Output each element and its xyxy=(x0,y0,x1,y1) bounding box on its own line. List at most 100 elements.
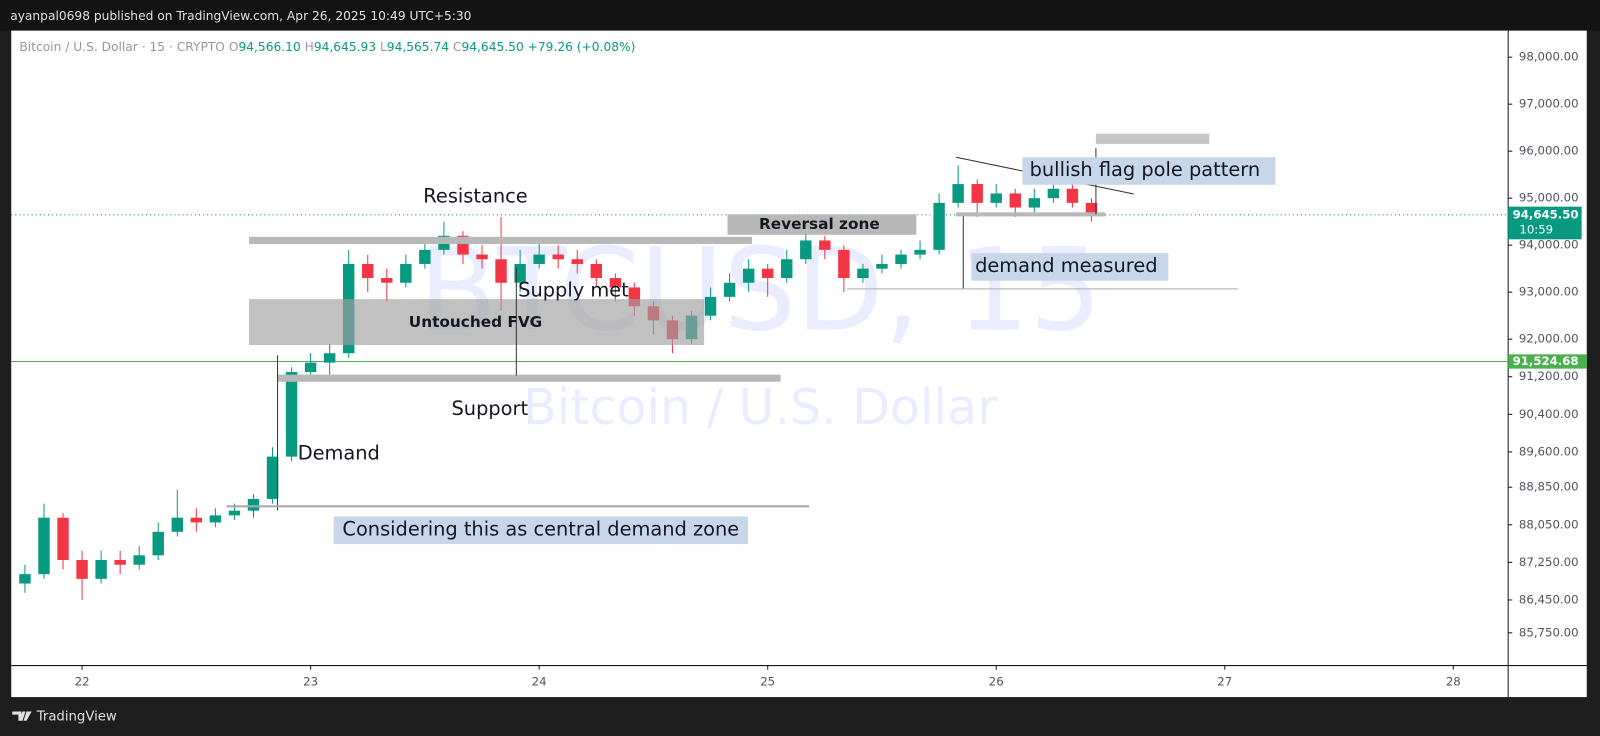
y-tick-label: 87,250.00 xyxy=(1519,555,1579,569)
top-bar xyxy=(0,0,1600,31)
candle-body xyxy=(761,268,774,279)
candle-body xyxy=(1066,188,1079,203)
candle-body xyxy=(609,278,622,288)
chart-pane xyxy=(11,30,1587,698)
y-tick-label: 93,000.00 xyxy=(1519,285,1579,299)
y-tick-label: 91,200.00 xyxy=(1519,369,1579,383)
last-price-label: 94,645.50 xyxy=(1513,207,1579,221)
candle-body xyxy=(1085,202,1098,215)
candle-body xyxy=(304,362,317,373)
resistance-zone xyxy=(248,236,753,244)
candle-body xyxy=(266,456,279,499)
annotation: Untouched FVG xyxy=(409,313,542,331)
y-tick-label: 94,000.00 xyxy=(1519,238,1579,252)
candle-body xyxy=(1028,198,1041,208)
candle-body xyxy=(381,278,393,283)
candle-body xyxy=(514,263,526,283)
price-lines xyxy=(11,214,1509,362)
candle-body xyxy=(190,517,203,523)
candle-body xyxy=(419,249,431,264)
candle-body xyxy=(247,498,260,511)
candle-body xyxy=(857,268,869,279)
annotation: demand measured xyxy=(975,254,1157,277)
y-tick-label: 90,400.00 xyxy=(1519,407,1579,421)
candle-body xyxy=(133,555,145,565)
annotation: Demand xyxy=(298,442,380,465)
candle-body xyxy=(152,531,164,556)
axes: 98,000.00 97,000.00 96,000.00 95,000.00 94,0… xyxy=(75,50,1587,688)
reversal-zone xyxy=(727,214,917,235)
y-tick-label: 97,000.00 xyxy=(1519,97,1579,111)
y-tick-label: 89,600.00 xyxy=(1519,444,1579,458)
x-tick-label: 27 xyxy=(1217,674,1232,688)
candle-body xyxy=(19,574,31,584)
y-tick-label: 92,000.00 xyxy=(1519,332,1579,346)
ohlc-value: 94,645.93 xyxy=(314,39,376,53)
y-tick-label: 98,000.00 xyxy=(1519,50,1579,64)
candle-body xyxy=(742,268,755,283)
y-tick-label: 86,450.00 xyxy=(1519,592,1579,606)
countdown: 10:59 xyxy=(1519,223,1553,237)
candle-body xyxy=(895,254,907,264)
x-tick-label: 23 xyxy=(303,674,318,688)
candle-body xyxy=(95,560,107,579)
target-zone xyxy=(1095,133,1210,144)
price-line-label: 91,524.68 xyxy=(1513,354,1579,368)
candle-body xyxy=(933,202,945,250)
candle-body xyxy=(114,560,126,565)
brand-logo xyxy=(12,711,32,721)
ohlc-value: 94,645.50 xyxy=(461,39,523,53)
candle-body xyxy=(57,517,69,561)
flag-bottom xyxy=(956,212,1106,217)
ohlc-value: 94,565.74 xyxy=(387,39,449,53)
candle-body xyxy=(400,263,412,283)
candle-body xyxy=(914,249,926,255)
last-price-tag xyxy=(1508,206,1582,240)
candle-body xyxy=(228,510,241,516)
demand-box xyxy=(333,516,748,545)
candle-body xyxy=(285,372,298,457)
candle-body xyxy=(533,254,545,264)
candle-body xyxy=(704,296,717,316)
ohlc-value: 94,566.10 xyxy=(238,39,300,53)
ohlc-key: L xyxy=(380,39,387,53)
ohlc-key: O xyxy=(229,39,239,53)
fvg-zone xyxy=(248,299,705,346)
candle-body xyxy=(781,259,793,279)
candle-body xyxy=(1009,193,1021,208)
candle-body xyxy=(457,235,469,255)
legend: Bitcoin / U.S. Dollar · 15 · CRYPTO O94,… xyxy=(19,39,635,53)
change: +79.26 (+0.08%) xyxy=(528,39,636,53)
x-tick-label: 25 xyxy=(760,674,775,688)
x-tick-label: 26 xyxy=(989,674,1004,688)
candle-body xyxy=(209,515,222,523)
y-tick-label: 95,000.00 xyxy=(1519,191,1579,205)
watermark-name: Bitcoin / U.S. Dollar xyxy=(523,379,998,436)
x-tick-label: 28 xyxy=(1446,674,1461,688)
candle-body xyxy=(723,282,736,297)
candle-body xyxy=(362,263,374,279)
candle-body xyxy=(952,184,964,203)
candle-body xyxy=(476,254,488,260)
candle-body xyxy=(971,184,983,203)
y-tick-label: 85,750.00 xyxy=(1519,625,1579,639)
annotation: Supply met xyxy=(518,278,629,301)
candle-body xyxy=(1047,188,1060,199)
price-line-tag xyxy=(1508,354,1587,369)
y-tick-label: 88,050.00 xyxy=(1519,517,1579,531)
candle-body xyxy=(571,259,583,264)
publisher-line: ayanpal0698 published on TradingView.com… xyxy=(10,9,471,23)
candle-body xyxy=(990,193,1002,203)
y-tick-label: 88,850.00 xyxy=(1519,480,1579,494)
candle-body xyxy=(838,249,850,279)
x-tick-label: 24 xyxy=(532,674,547,688)
y-tick-label: 96,000.00 xyxy=(1519,144,1579,158)
candle-body xyxy=(552,254,564,260)
candle-body xyxy=(76,560,88,579)
ohlc-key: C xyxy=(453,39,462,53)
flag-box xyxy=(1022,157,1276,185)
candle-body xyxy=(171,517,184,532)
candle-body xyxy=(876,263,888,269)
bottom-bar xyxy=(0,697,1600,736)
